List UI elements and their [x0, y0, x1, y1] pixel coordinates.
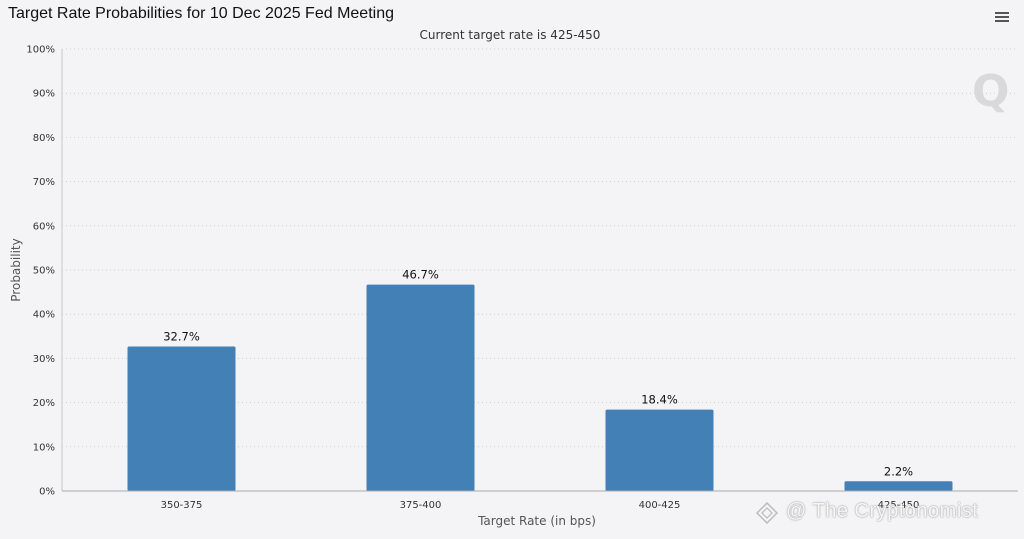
- data-label: 32.7%: [163, 329, 200, 343]
- data-label: 46.7%: [402, 268, 439, 282]
- y-tick-label: 50%: [33, 266, 55, 277]
- data-label: 18.4%: [641, 393, 678, 407]
- watermark-credit: @ The Cryptonomist: [786, 500, 979, 522]
- y-tick-label: 20%: [33, 398, 55, 409]
- y-tick-label: 60%: [33, 221, 55, 232]
- data-label: 2.2%: [884, 464, 913, 478]
- axis-layer: 0% 10% 20% 30% 40% 50% 60% 70% 80% 90% 100% 350-375…: [26, 45, 1018, 511]
- bar-425-450[interactable]: [844, 481, 953, 491]
- x-axis-title: Target Rate (in bps): [477, 514, 596, 528]
- x-tick-label: 425-450: [878, 500, 920, 511]
- labels-layer: 32.7% 46.7% 18.4% 2.2%: [163, 268, 913, 479]
- x-tick-label: 350-375: [161, 500, 203, 511]
- hamburger-menu-icon[interactable]: [992, 8, 1012, 26]
- chart-title: Target Rate Probabilities for 10 Dec 202…: [8, 5, 394, 22]
- x-tick-label: 375-400: [400, 500, 442, 511]
- bars-layer: [127, 284, 953, 491]
- chart-subtitle: Current target rate is 425-450: [419, 28, 601, 42]
- y-tick-label: 10%: [33, 442, 55, 453]
- y-tick-label: 80%: [33, 133, 55, 144]
- watermark-layer: Q: [972, 66, 1009, 117]
- bar-375-400[interactable]: [366, 284, 475, 491]
- y-tick-label: 70%: [33, 177, 55, 188]
- y-tick-label: 40%: [33, 310, 55, 321]
- brand-watermark-q: Q: [972, 66, 1009, 117]
- bar-350-375[interactable]: [127, 346, 236, 491]
- grid-layer: [62, 48, 1018, 448]
- x-tick-label: 400-425: [639, 500, 681, 511]
- y-tick-label: 0%: [39, 487, 55, 498]
- bar-400-425[interactable]: [605, 409, 714, 491]
- y-tick-label: 30%: [33, 354, 55, 365]
- y-tick-label: 100%: [26, 45, 55, 56]
- y-axis-title: Probability: [9, 238, 23, 301]
- y-tick-label: 90%: [33, 89, 55, 100]
- diamond-logo-icon: [756, 502, 778, 524]
